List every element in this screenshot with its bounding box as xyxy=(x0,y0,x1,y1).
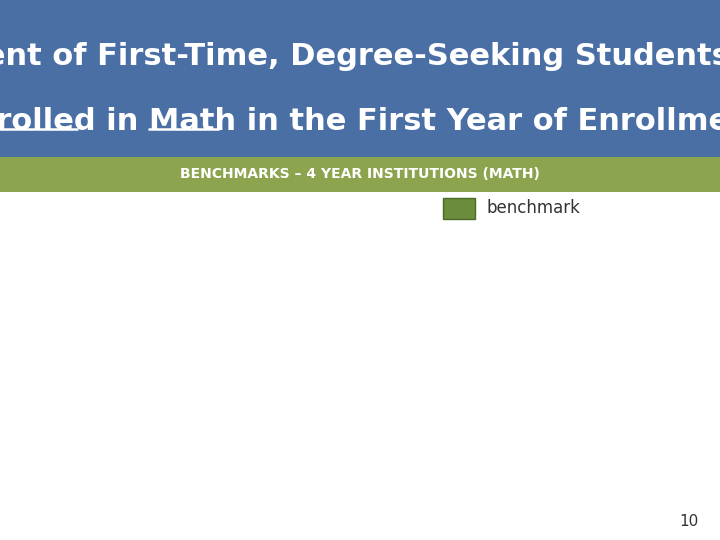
FancyBboxPatch shape xyxy=(0,157,720,192)
Text: BENCHMARKS – 4 YEAR INSTITUTIONS (MATH): BENCHMARKS – 4 YEAR INSTITUTIONS (MATH) xyxy=(180,167,540,181)
FancyBboxPatch shape xyxy=(0,0,720,157)
Text: benchmark: benchmark xyxy=(486,199,580,218)
FancyBboxPatch shape xyxy=(443,198,475,219)
Text: 10: 10 xyxy=(679,514,698,529)
Text: Enrolled in Math in the First Year of Enrollment: Enrolled in Math in the First Year of En… xyxy=(0,107,720,136)
Text: Percent of First-Time, Degree-Seeking Students that: Percent of First-Time, Degree-Seeking St… xyxy=(0,42,720,71)
